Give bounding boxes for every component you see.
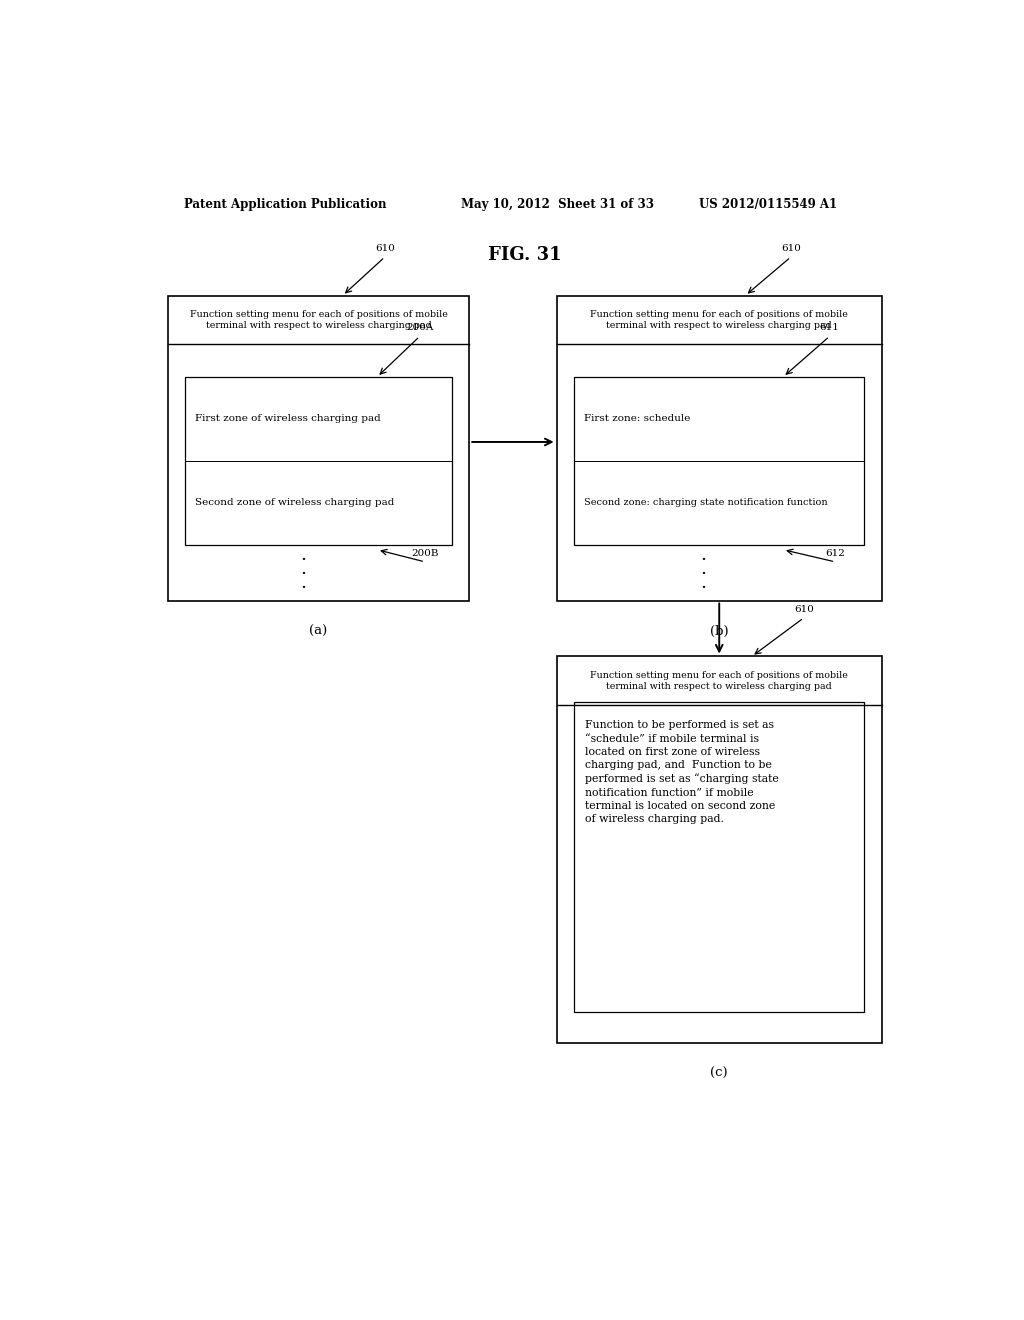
Text: Function setting menu for each of positions of mobile
terminal with respect to w: Function setting menu for each of positi… (189, 310, 447, 330)
Text: (c): (c) (711, 1067, 728, 1080)
Bar (557, 656, 882, 1043)
Text: Second zone: charging state notification function: Second zone: charging state notification… (584, 498, 827, 507)
Text: (b): (b) (710, 624, 728, 638)
Text: ·: · (300, 565, 306, 583)
Text: May 10, 2012  Sheet 31 of 33: May 10, 2012 Sheet 31 of 33 (461, 198, 654, 211)
Text: Patent Application Publication: Patent Application Publication (183, 198, 386, 211)
Text: ·: · (699, 565, 706, 583)
Text: First zone: schedule: First zone: schedule (584, 414, 690, 424)
Text: 610: 610 (781, 244, 801, 253)
Text: 610: 610 (794, 605, 814, 614)
Text: 611: 611 (819, 323, 840, 333)
Text: ·: · (300, 579, 306, 598)
Text: 200B: 200B (412, 549, 439, 558)
Text: US 2012/0115549 A1: US 2012/0115549 A1 (699, 198, 838, 211)
Bar (168, 296, 469, 601)
Text: 612: 612 (825, 549, 846, 558)
Text: ·: · (699, 579, 706, 598)
Text: 200A: 200A (407, 323, 433, 333)
Bar (185, 378, 452, 545)
Text: (a): (a) (309, 624, 328, 638)
Text: Function to be performed is set as
“schedule” if mobile terminal is
located on f: Function to be performed is set as “sche… (585, 721, 779, 824)
Bar (574, 378, 864, 545)
Bar (574, 702, 864, 1012)
Text: Second zone of wireless charging pad: Second zone of wireless charging pad (195, 498, 394, 507)
Text: Function setting menu for each of positions of mobile
terminal with respect to w: Function setting menu for each of positi… (590, 310, 848, 330)
Text: 610: 610 (375, 244, 394, 253)
Bar (557, 296, 882, 601)
Text: ·: · (699, 550, 706, 569)
Text: First zone of wireless charging pad: First zone of wireless charging pad (195, 414, 380, 424)
Text: Function setting menu for each of positions of mobile
terminal with respect to w: Function setting menu for each of positi… (590, 671, 848, 690)
Text: ·: · (300, 550, 306, 569)
Text: FIG. 31: FIG. 31 (488, 246, 561, 264)
